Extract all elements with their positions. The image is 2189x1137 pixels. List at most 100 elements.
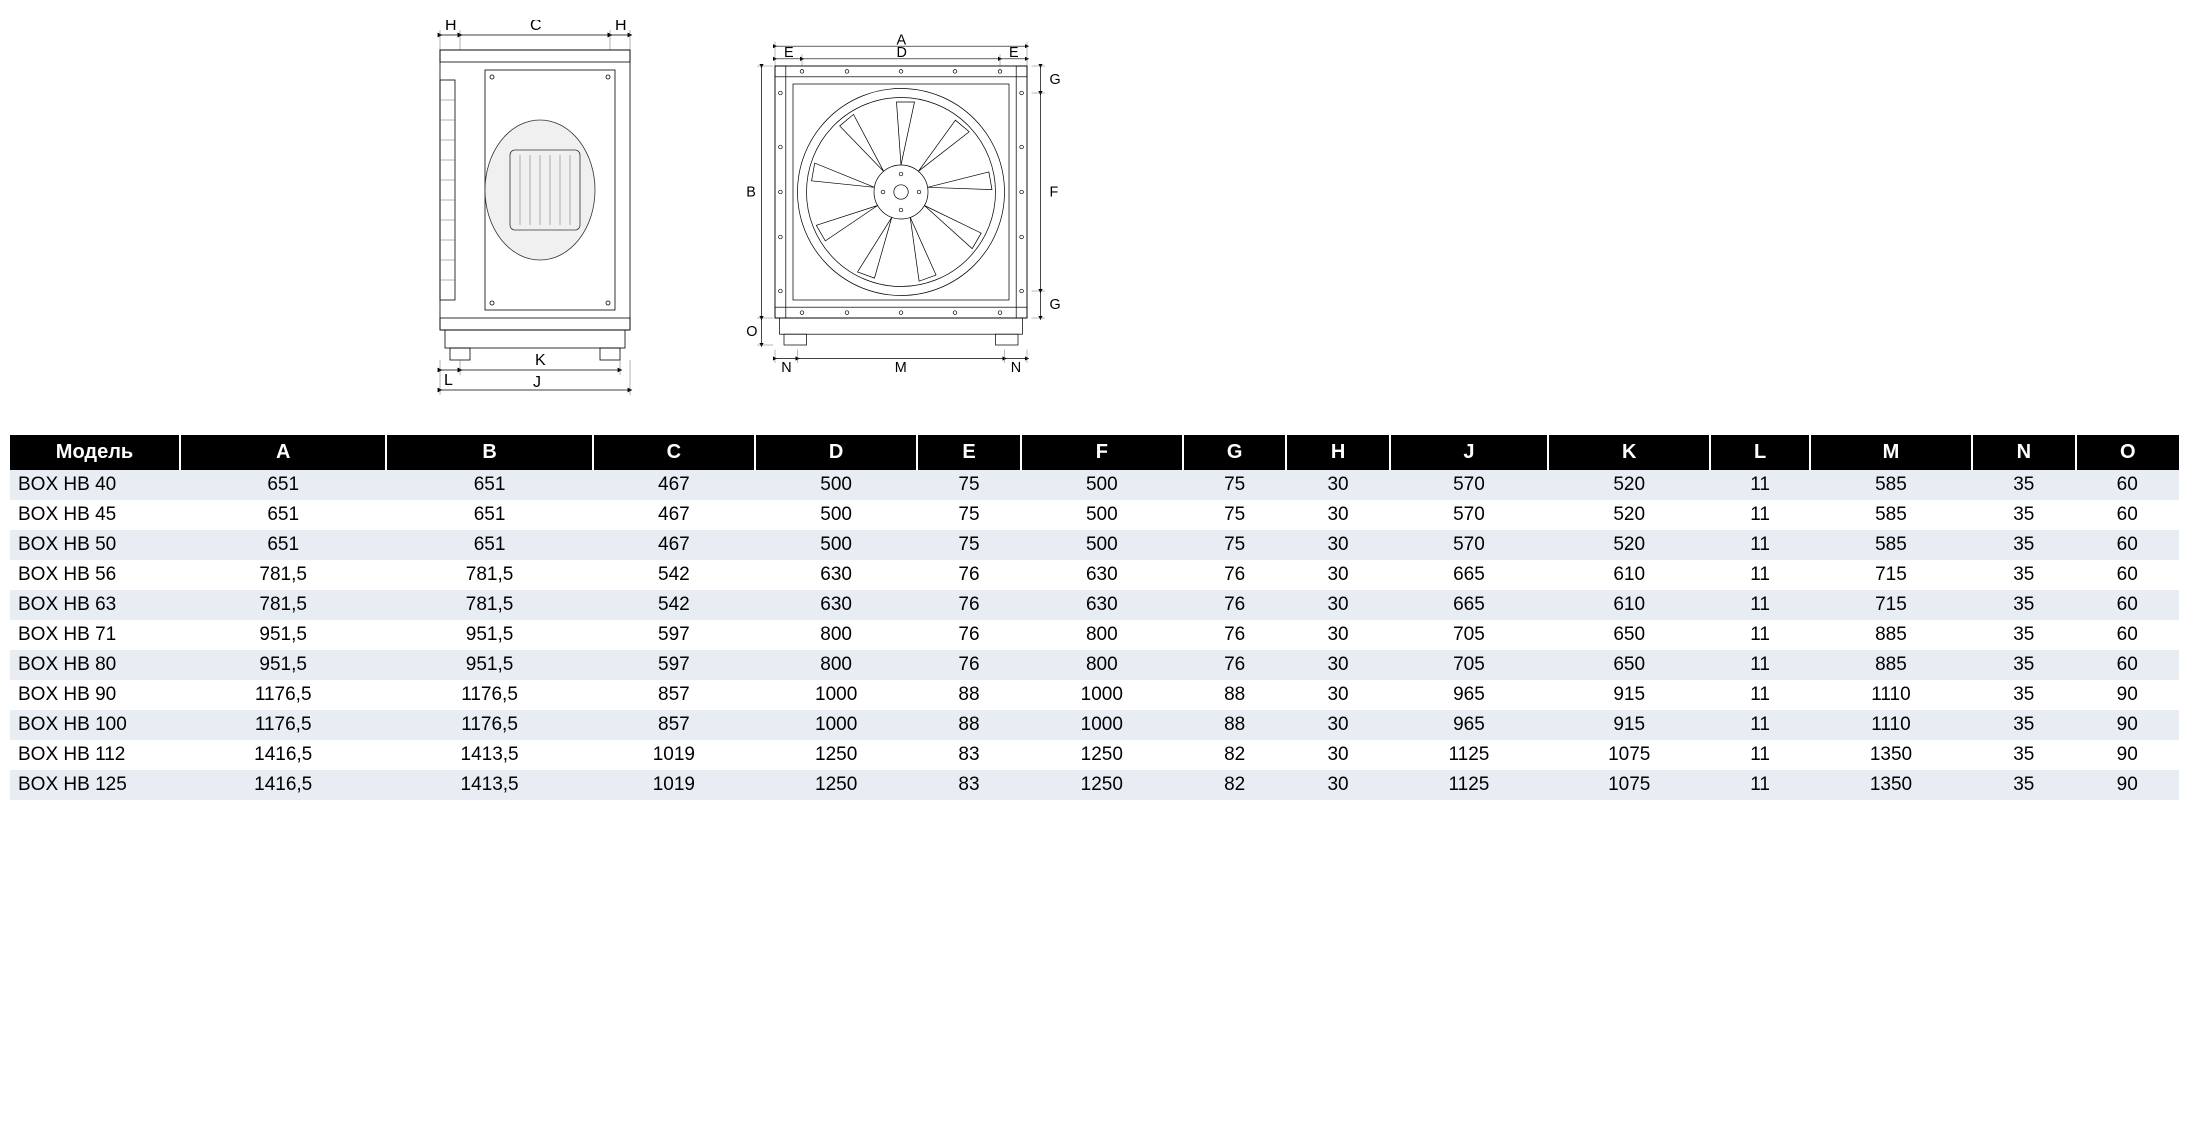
value-cell: 570 bbox=[1390, 530, 1548, 560]
dim-b: B bbox=[746, 185, 756, 201]
value-cell: 30 bbox=[1286, 680, 1389, 710]
dim-h-right: H bbox=[615, 20, 627, 34]
side-view-diagram: H C H bbox=[410, 20, 690, 405]
value-cell: 75 bbox=[917, 500, 1020, 530]
value-cell: 500 bbox=[1021, 500, 1183, 530]
value-cell: 857 bbox=[593, 680, 755, 710]
value-cell: 1176,5 bbox=[180, 680, 386, 710]
value-cell: 630 bbox=[755, 560, 917, 590]
value-cell: 30 bbox=[1286, 650, 1389, 680]
table-row: BOX HB 63781,5781,5542630766307630665610… bbox=[10, 590, 2179, 620]
value-cell: 965 bbox=[1390, 710, 1548, 740]
dim-l: L bbox=[444, 372, 453, 389]
value-cell: 500 bbox=[755, 500, 917, 530]
value-cell: 1416,5 bbox=[180, 770, 386, 800]
column-header-f: F bbox=[1021, 435, 1183, 470]
value-cell: 1250 bbox=[755, 770, 917, 800]
value-cell: 30 bbox=[1286, 710, 1389, 740]
value-cell: 520 bbox=[1548, 530, 1710, 560]
dim-g-top: G bbox=[1050, 72, 1061, 88]
value-cell: 630 bbox=[1021, 590, 1183, 620]
value-cell: 1176,5 bbox=[180, 710, 386, 740]
value-cell: 35 bbox=[1972, 650, 2075, 680]
value-cell: 1125 bbox=[1390, 770, 1548, 800]
column-header-b: B bbox=[386, 435, 592, 470]
value-cell: 11 bbox=[1710, 770, 1809, 800]
value-cell: 885 bbox=[1810, 620, 1972, 650]
column-header-модель: Модель bbox=[10, 435, 180, 470]
dim-k: K bbox=[535, 352, 546, 369]
value-cell: 1000 bbox=[755, 710, 917, 740]
table-row: BOX HB 456516514675007550075305705201158… bbox=[10, 500, 2179, 530]
value-cell: 1250 bbox=[1021, 740, 1183, 770]
value-cell: 60 bbox=[2076, 530, 2180, 560]
value-cell: 467 bbox=[593, 500, 755, 530]
value-cell: 781,5 bbox=[180, 590, 386, 620]
dim-e-right: E bbox=[1009, 45, 1019, 61]
value-cell: 1350 bbox=[1810, 770, 1972, 800]
value-cell: 75 bbox=[917, 530, 1020, 560]
value-cell: 1075 bbox=[1548, 740, 1710, 770]
value-cell: 630 bbox=[1021, 560, 1183, 590]
value-cell: 35 bbox=[1972, 680, 2075, 710]
table-body: BOX HB 406516514675007550075305705201158… bbox=[10, 470, 2179, 800]
column-header-m: M bbox=[1810, 435, 1972, 470]
model-cell: BOX HB 80 bbox=[10, 650, 180, 680]
value-cell: 90 bbox=[2076, 680, 2180, 710]
value-cell: 585 bbox=[1810, 530, 1972, 560]
value-cell: 82 bbox=[1183, 770, 1286, 800]
value-cell: 1176,5 bbox=[386, 680, 592, 710]
dim-f: F bbox=[1050, 185, 1059, 201]
model-cell: BOX HB 63 bbox=[10, 590, 180, 620]
value-cell: 1019 bbox=[593, 770, 755, 800]
column-header-c: C bbox=[593, 435, 755, 470]
value-cell: 610 bbox=[1548, 560, 1710, 590]
value-cell: 800 bbox=[1021, 650, 1183, 680]
value-cell: 75 bbox=[1183, 470, 1286, 500]
value-cell: 650 bbox=[1548, 620, 1710, 650]
value-cell: 951,5 bbox=[386, 650, 592, 680]
table-row: BOX HB 1001176,51176,5857100088100088309… bbox=[10, 710, 2179, 740]
table-row: BOX HB 1121416,51413,5101912508312508230… bbox=[10, 740, 2179, 770]
value-cell: 800 bbox=[1021, 620, 1183, 650]
value-cell: 781,5 bbox=[386, 590, 592, 620]
value-cell: 60 bbox=[2076, 620, 2180, 650]
value-cell: 75 bbox=[1183, 500, 1286, 530]
value-cell: 75 bbox=[917, 470, 1020, 500]
table-row: BOX HB 71951,5951,5597800768007630705650… bbox=[10, 620, 2179, 650]
value-cell: 1413,5 bbox=[386, 770, 592, 800]
value-cell: 76 bbox=[1183, 560, 1286, 590]
value-cell: 651 bbox=[386, 530, 592, 560]
model-cell: BOX HB 112 bbox=[10, 740, 180, 770]
value-cell: 781,5 bbox=[180, 560, 386, 590]
value-cell: 88 bbox=[917, 710, 1020, 740]
value-cell: 651 bbox=[180, 530, 386, 560]
dim-d: D bbox=[897, 45, 907, 61]
value-cell: 76 bbox=[917, 590, 1020, 620]
dim-g-bottom: G bbox=[1050, 297, 1061, 313]
value-cell: 500 bbox=[1021, 470, 1183, 500]
value-cell: 11 bbox=[1710, 710, 1809, 740]
value-cell: 915 bbox=[1548, 680, 1710, 710]
value-cell: 800 bbox=[755, 650, 917, 680]
model-cell: BOX HB 50 bbox=[10, 530, 180, 560]
value-cell: 76 bbox=[1183, 650, 1286, 680]
value-cell: 951,5 bbox=[180, 620, 386, 650]
front-view-svg: A E D E bbox=[730, 20, 1090, 400]
value-cell: 76 bbox=[1183, 590, 1286, 620]
value-cell: 885 bbox=[1810, 650, 1972, 680]
dim-n-left: N bbox=[781, 360, 791, 376]
value-cell: 951,5 bbox=[386, 620, 592, 650]
dim-m: M bbox=[895, 360, 907, 376]
value-cell: 30 bbox=[1286, 470, 1389, 500]
value-cell: 597 bbox=[593, 650, 755, 680]
column-header-o: O bbox=[2076, 435, 2180, 470]
value-cell: 35 bbox=[1972, 500, 2075, 530]
value-cell: 35 bbox=[1972, 620, 2075, 650]
table-row: BOX HB 506516514675007550075305705201158… bbox=[10, 530, 2179, 560]
dim-o: O bbox=[746, 324, 757, 340]
dimensions-table: МодельABCDEFGHJKLMNO BOX HB 406516514675… bbox=[10, 435, 2179, 800]
value-cell: 76 bbox=[917, 620, 1020, 650]
value-cell: 651 bbox=[386, 500, 592, 530]
value-cell: 90 bbox=[2076, 740, 2180, 770]
